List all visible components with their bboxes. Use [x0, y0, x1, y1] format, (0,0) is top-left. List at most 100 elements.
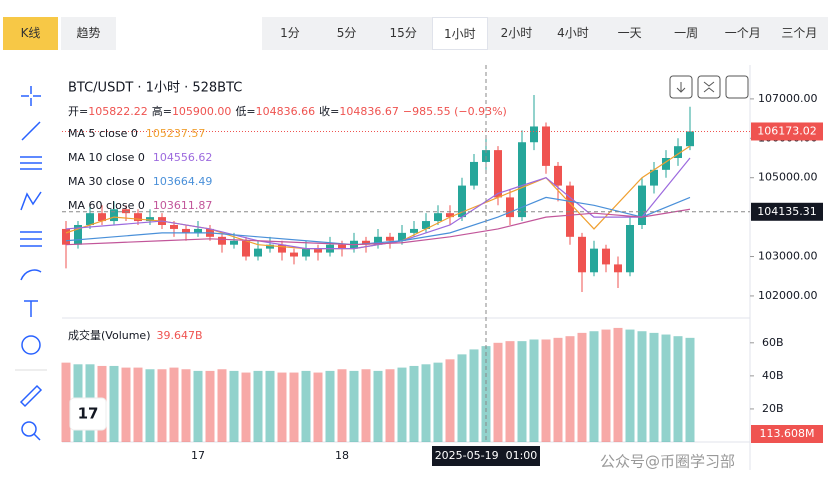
timeframe-bar	[262, 17, 828, 50]
volume-bar	[421, 364, 431, 442]
volume-bar	[601, 329, 611, 442]
volume-bar	[505, 341, 515, 442]
candle-body	[530, 126, 538, 143]
candle-body	[458, 185, 466, 218]
candle-body	[86, 213, 94, 225]
volume-bar	[589, 331, 599, 442]
volume-bar	[361, 369, 371, 442]
candle-body	[146, 217, 154, 222]
volume-bar	[325, 370, 335, 442]
crosshair-time-label: 2025-05-19 01:00	[435, 449, 538, 462]
volume-bar	[301, 370, 311, 442]
candle-body	[554, 165, 562, 186]
timeframe[interactable]: 2小时	[500, 26, 533, 40]
timeframe[interactable]: 4小时	[557, 26, 589, 40]
svg-text:17: 17	[78, 405, 99, 423]
candle-body	[626, 224, 634, 273]
volume-bar	[229, 370, 239, 442]
candle-body	[662, 158, 670, 170]
candle-body	[578, 236, 586, 273]
tab[interactable]: 趋势	[61, 17, 116, 50]
candle-body	[194, 228, 202, 233]
candle-body	[278, 244, 286, 253]
ma-name: MA 10 close 0	[68, 151, 145, 164]
candle-body	[74, 224, 82, 245]
timeframe[interactable]: 5分	[336, 26, 357, 40]
ma-name: MA 5 close 0	[68, 127, 138, 140]
volume-last-label: 113.608M	[760, 427, 815, 440]
volume-bar	[277, 372, 287, 442]
ma-line	[65, 196, 691, 246]
volume-bar	[133, 367, 143, 442]
chart-buttons[interactable]	[669, 75, 749, 99]
volume-bar	[109, 365, 119, 442]
candle-body	[374, 236, 382, 245]
volume-bar	[493, 342, 503, 442]
tv-logo: 17	[69, 397, 107, 431]
volume-bar	[145, 369, 155, 442]
x-tick-label: 17	[191, 449, 205, 462]
candle-body	[674, 146, 682, 159]
volume-bar	[157, 369, 167, 442]
volume-bar	[193, 370, 203, 442]
ma-value: 105237.57	[146, 127, 206, 140]
volume-bar	[289, 372, 299, 442]
volume-bar	[433, 362, 443, 442]
candle-body	[434, 213, 442, 222]
ma-value: 104556.62	[153, 151, 213, 164]
volume-bar	[373, 370, 383, 442]
volume-bar	[241, 372, 251, 442]
timeframe[interactable]: 1小时	[431, 17, 488, 50]
volume-bar	[553, 337, 563, 442]
volume-bar	[169, 367, 179, 442]
volume-bar	[349, 370, 359, 442]
ma-line	[65, 157, 691, 250]
y-tick-label: 107000.00	[758, 92, 818, 105]
timeframe[interactable]: 一周	[674, 26, 699, 40]
candle-body	[110, 209, 118, 222]
volume-bar	[253, 370, 263, 442]
candle-body	[182, 228, 190, 233]
ma-line	[65, 208, 691, 246]
ohlc-line: 开=105822.22 高=105900.00 低=104836.66 收=10483…	[68, 104, 507, 118]
candle-body	[518, 142, 526, 218]
timeframe[interactable]: 一天	[617, 26, 642, 40]
candle-body	[410, 228, 418, 233]
y-tick-label: 105000.00	[758, 171, 818, 184]
candle-body	[302, 248, 310, 257]
candle-body	[590, 248, 598, 273]
candle-body	[470, 161, 478, 186]
volume-bar	[205, 370, 215, 442]
volume-bar	[181, 369, 191, 442]
candle-body	[314, 248, 322, 253]
candle-body	[62, 228, 70, 245]
ohlc-value: 105900.00	[172, 105, 232, 118]
candle-body	[686, 131, 694, 147]
tab[interactable]: K线	[3, 17, 58, 50]
ma-value: 103611.87	[153, 199, 213, 212]
candle-body	[230, 240, 238, 245]
last-price-label: 106173.02	[757, 124, 817, 137]
volume-bar	[457, 354, 467, 442]
candle-body	[242, 240, 250, 257]
candle-body	[362, 240, 370, 245]
timeframe[interactable]: 一个月	[724, 26, 761, 40]
volume-value: 39.647B	[157, 329, 203, 342]
volume-bar	[661, 334, 671, 442]
candle-body	[602, 248, 610, 265]
candle-body	[638, 185, 646, 225]
candle-body	[446, 213, 454, 218]
timeframe[interactable]: 15分	[389, 26, 417, 40]
volume-bar	[577, 332, 587, 442]
timeframe[interactable]: 1分	[280, 26, 300, 40]
ma-name: MA 60 close 0	[68, 199, 145, 212]
candle-body	[422, 221, 430, 229]
ma-name: MA 30 close 0	[68, 175, 145, 188]
ma-legend: MA 60 close 0 103611.87	[68, 199, 212, 212]
candle-body	[266, 244, 274, 249]
candle-body	[494, 150, 502, 198]
volume-bar	[649, 332, 659, 442]
y-tick-label: 102000.00	[758, 289, 818, 302]
candle-body	[98, 213, 106, 222]
timeframe[interactable]: 三个月	[781, 26, 818, 40]
